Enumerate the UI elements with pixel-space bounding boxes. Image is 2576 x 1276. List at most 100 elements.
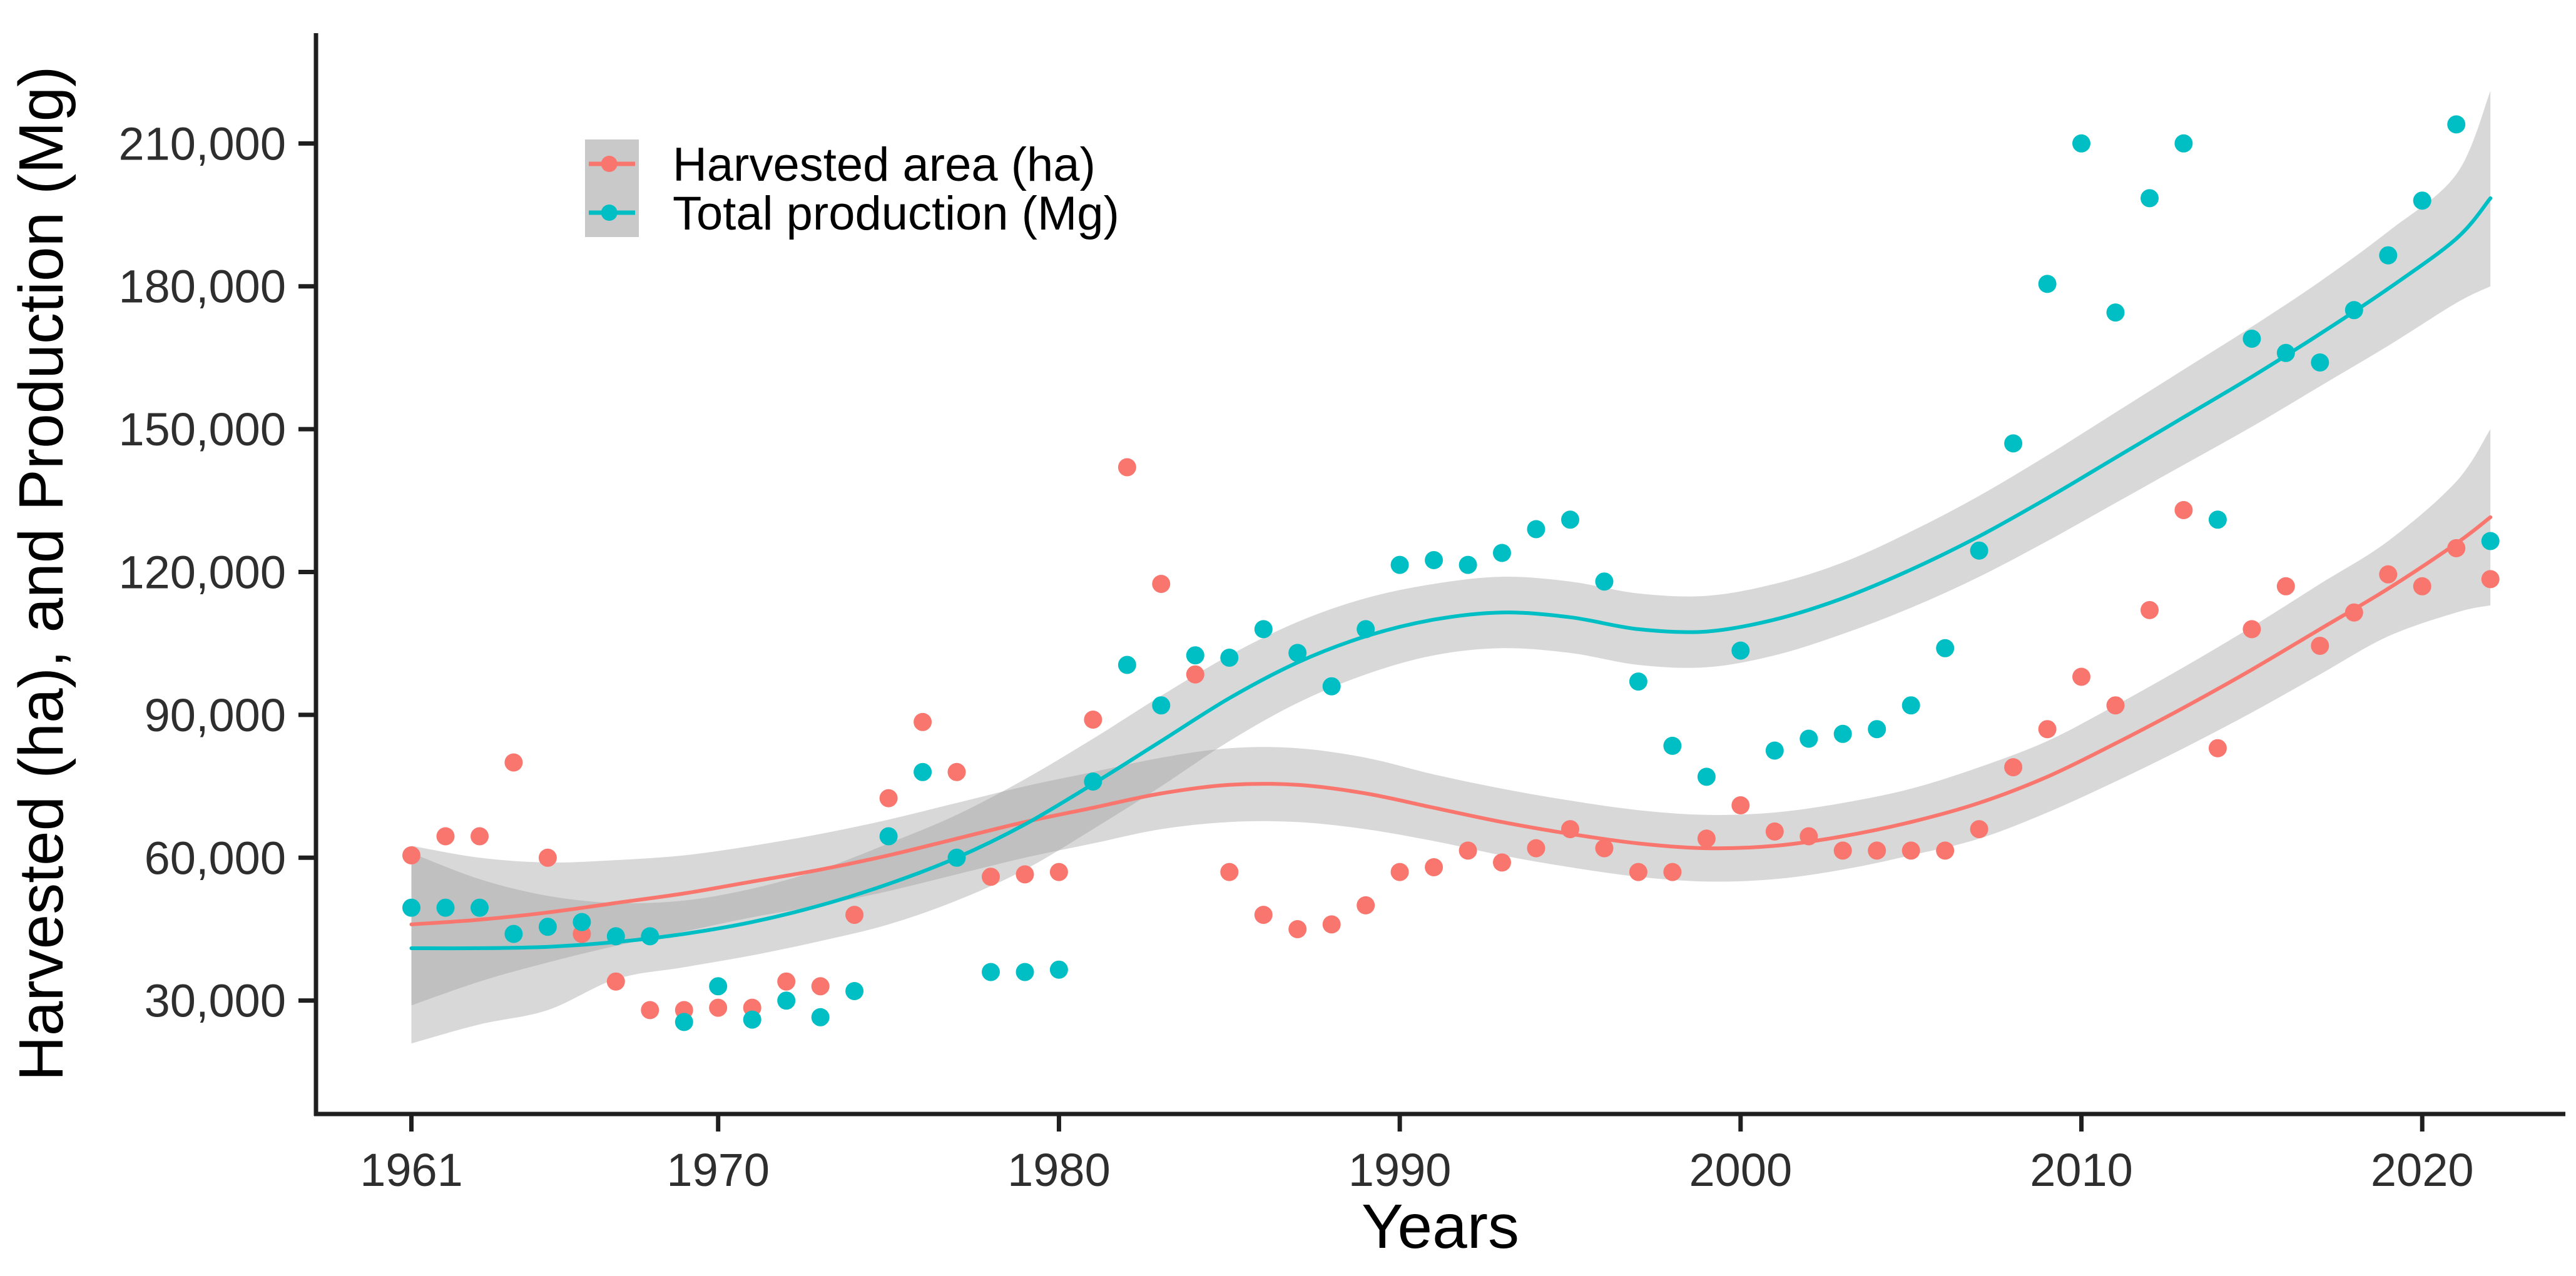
point-total-production [1322,677,1341,696]
legend-item-label: Harvested area (ha) [673,138,1096,191]
point-harvested-area [2379,565,2398,584]
point-harvested-area [1322,915,1341,934]
y-axis: 30,000 60,000 90,000 120,000 150,000 180,000 2… [119,33,318,1116]
point-total-production [1765,741,1784,760]
x-axis: 1961 1970 1980 1990 2000 2010 2020 [314,1111,2565,1196]
point-total-production [2141,189,2159,208]
point-total-production [2174,134,2193,153]
legend-key-point [601,205,618,221]
point-harvested-area [1561,820,1579,839]
point-total-production [471,898,489,917]
ribbon-harvested-area [411,429,2491,1006]
point-total-production [777,991,796,1010]
legend: Harvested area (ha)Total production (Mg) [585,138,1119,240]
point-total-production [1049,960,1068,979]
point-total-production [947,848,966,867]
y-tick-label: 180,000 [119,261,287,313]
point-harvested-area [1152,575,1171,593]
point-harvested-area [879,789,898,808]
point-harvested-area [1254,906,1273,924]
x-tick-label: 2020 [2371,1144,2474,1196]
point-harvested-area [2004,758,2023,777]
y-tick-label: 30,000 [145,975,286,1027]
point-harvested-area [504,753,523,772]
point-total-production [1800,729,1818,748]
point-harvested-area [2311,637,2329,655]
point-harvested-area [1493,853,1511,872]
point-total-production [2413,191,2431,210]
point-harvested-area [1390,863,1409,881]
point-harvested-area [914,712,932,731]
point-total-production [1254,620,1273,639]
point-harvested-area [1901,841,1920,860]
smooth-line-total-production [409,196,2493,951]
point-total-production [2208,510,2227,529]
point-total-production [641,927,659,946]
point-harvested-area [1117,458,1136,477]
point-total-production [573,913,591,931]
point-total-production [1595,572,1614,591]
point-harvested-area [1049,863,1068,881]
y-axis-title: Harvested (ha), and Production (Mg) [6,66,76,1081]
point-harvested-area [2072,667,2090,686]
point-harvested-area [2106,696,2125,715]
point-total-production [1220,649,1239,667]
point-harvested-area [2208,739,2227,757]
point-total-production [1833,724,1852,743]
point-total-production [504,924,523,943]
scatter-points [402,115,2500,1031]
y-tick-label: 120,000 [119,546,287,598]
point-total-production [1663,736,1682,755]
y-tick-label: 150,000 [119,403,287,455]
point-harvested-area [1833,841,1852,860]
point-harvested-area [777,972,796,991]
point-harvested-area [1220,863,1239,881]
point-total-production [2481,532,2500,550]
point-harvested-area [641,1001,659,1020]
point-total-production [2243,330,2261,348]
point-harvested-area [1595,839,1614,858]
point-total-production [2106,303,2125,322]
point-total-production [538,918,557,936]
point-total-production [2004,434,2023,453]
ribbon-total-production [411,91,2491,1044]
point-harvested-area [2481,570,2500,589]
point-total-production [2072,134,2090,153]
point-harvested-area [845,906,864,924]
point-total-production [1186,646,1204,665]
point-total-production [2276,343,2295,362]
point-total-production [2038,275,2057,293]
smooth-lines [409,196,2493,951]
point-total-production [743,1010,761,1029]
point-total-production [982,963,1000,981]
point-harvested-area [1459,841,1477,860]
point-harvested-area [1425,858,1443,876]
point-total-production [675,1013,693,1031]
point-total-production [845,982,864,1000]
point-harvested-area [1731,796,1750,814]
point-total-production [1901,696,1920,715]
point-total-production [914,762,932,781]
y-tick-label: 90,000 [145,689,286,741]
point-harvested-area [811,977,830,996]
point-harvested-area [538,848,557,867]
point-harvested-area [2276,577,2295,595]
y-tick-label: 210,000 [119,118,287,170]
point-total-production [1016,963,1034,981]
x-tick-label: 2000 [1689,1144,1793,1196]
point-harvested-area [1288,920,1307,938]
point-total-production [1152,696,1171,715]
point-harvested-area [402,846,420,864]
point-harvested-area [2243,620,2261,639]
x-tick-label: 1970 [666,1144,770,1196]
point-total-production [1970,541,1988,560]
point-harvested-area [1357,896,1375,914]
point-harvested-area [2174,501,2193,519]
point-total-production [1084,772,1102,791]
point-total-production [606,927,625,946]
x-tick-label: 1990 [1348,1144,1452,1196]
point-harvested-area [982,868,1000,886]
point-harvested-area [709,998,728,1017]
